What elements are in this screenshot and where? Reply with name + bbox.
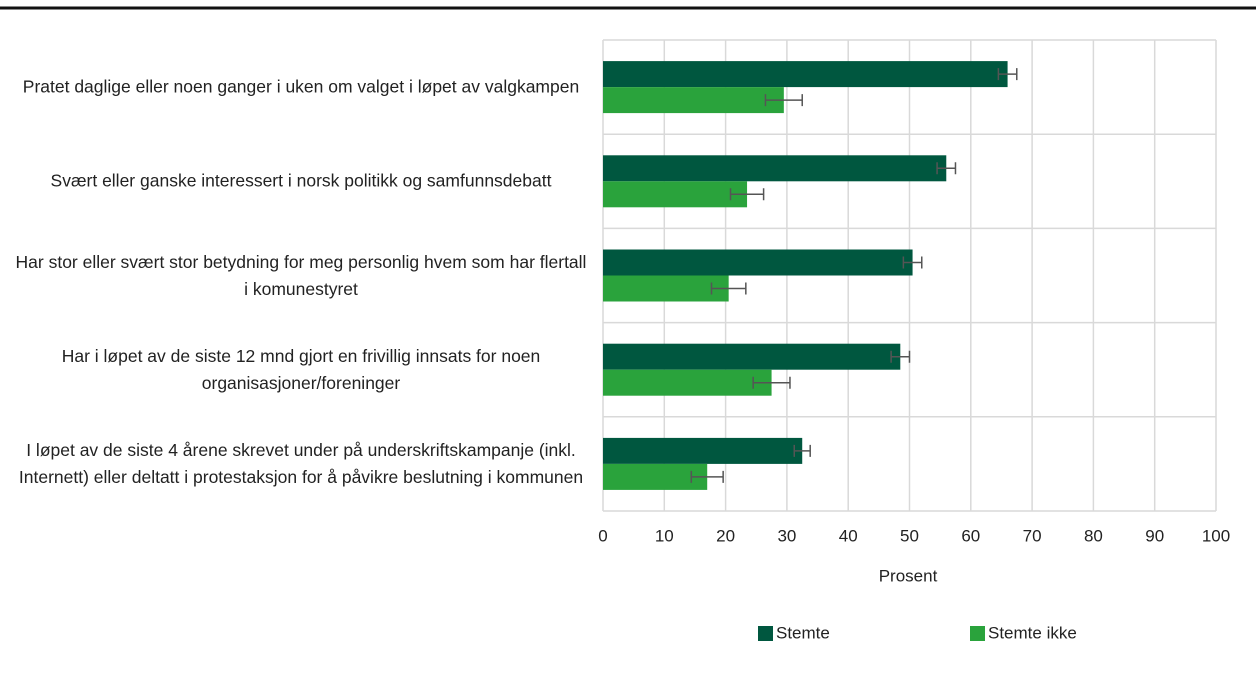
error-bar	[902, 256, 923, 269]
bar	[603, 275, 729, 302]
error-bar	[690, 470, 724, 483]
bar	[603, 437, 803, 464]
category-label: Svært eller ganske interessert i norsk p…	[50, 170, 552, 191]
error-bar	[793, 444, 811, 457]
category-label: Har i løpet av de siste 12 mnd gjort en …	[61, 345, 541, 393]
category-label: Har stor eller svært stor betydning for …	[15, 251, 587, 299]
x-tick-label: 70	[1023, 526, 1042, 545]
bar	[603, 181, 748, 208]
legend-label: Stemte ikke	[988, 623, 1077, 642]
legend-label: Stemte	[776, 623, 830, 642]
error-bar	[890, 350, 911, 363]
bar	[603, 463, 708, 490]
x-tick-label: 60	[961, 526, 980, 545]
category-label: I løpet av de siste 4 årene skrevet unde…	[18, 439, 584, 487]
bar	[603, 61, 1008, 88]
bar	[603, 343, 901, 370]
x-tick-label: 10	[655, 526, 674, 545]
error-bar	[752, 376, 791, 389]
legend-swatch	[970, 626, 985, 641]
x-tick-label: 50	[900, 526, 919, 545]
bar	[603, 249, 913, 276]
bar	[603, 155, 947, 182]
x-tick-label: 40	[839, 526, 858, 545]
x-axis-label: Prosent	[879, 566, 938, 585]
bar	[603, 369, 772, 396]
x-tick-label: 90	[1145, 526, 1164, 545]
x-tick-label: 30	[777, 526, 796, 545]
error-bar	[764, 94, 803, 107]
error-bar	[936, 162, 957, 175]
legend-swatch	[758, 626, 773, 641]
x-tick-label: 80	[1084, 526, 1103, 545]
error-bar	[729, 188, 765, 201]
category-label: Pratet daglige eller noen ganger i uken …	[22, 76, 580, 97]
x-tick-label: 20	[716, 526, 735, 545]
error-bar	[997, 68, 1018, 81]
error-bar	[710, 282, 747, 295]
bar	[603, 87, 784, 114]
x-tick-label: 0	[598, 526, 607, 545]
x-tick-label: 100	[1202, 526, 1230, 545]
